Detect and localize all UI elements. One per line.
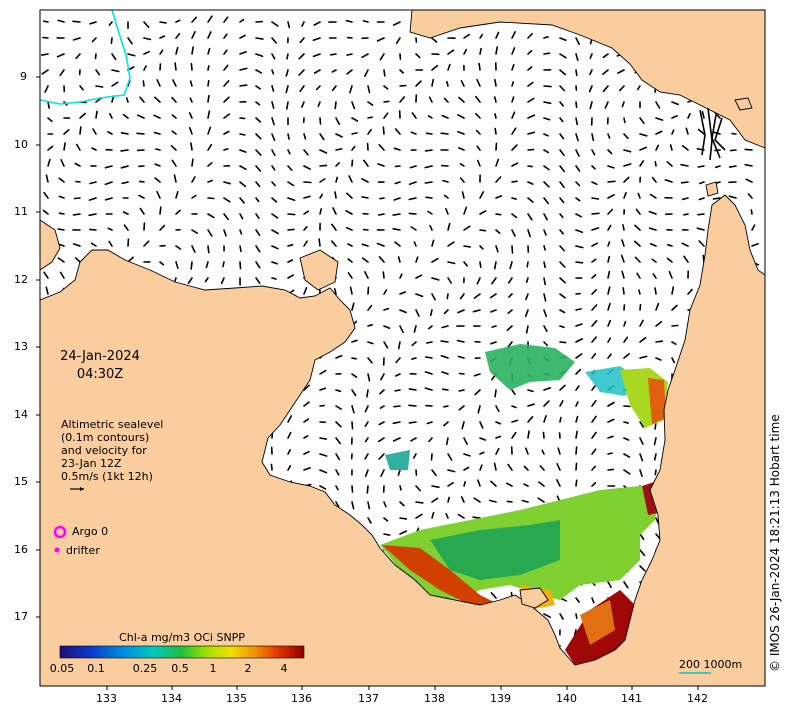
scale-label: 200 1000m (679, 658, 743, 671)
lat-label: 14 (14, 408, 28, 421)
colorbar-tick: 2 (244, 662, 252, 675)
lat-ticks (36, 76, 40, 618)
colorbar-tick: 0.25 (132, 662, 158, 675)
lon-label: 141 (621, 692, 642, 705)
colorbar-tick: 0.05 (49, 662, 75, 675)
info-line: and velocity for (61, 444, 147, 457)
lon-label: 140 (556, 692, 577, 705)
landmass-west-coast (40, 219, 61, 271)
velocity-scale-arrowhead (80, 487, 84, 491)
drifter-icon (54, 547, 60, 553)
island-groote (519, 587, 549, 609)
landmass-australia (40, 194, 765, 686)
chl-patch-southwest-hot (382, 545, 500, 605)
lat-label: 12 (14, 273, 28, 286)
velocity-info: Altimetric sealevel (0.1m contours) and … (61, 418, 163, 483)
info-line: Altimetric sealevel (61, 418, 164, 431)
lon-label: 139 (490, 692, 511, 705)
island-small-1 (705, 181, 719, 197)
sea-level-contour (39, 9, 131, 105)
lon-label: 133 (96, 692, 117, 705)
chl-patch-gulf-east-hot (648, 378, 666, 424)
credit-text: © IMOS 26-Jan-2024 18:21:13 Hobart time (768, 414, 782, 672)
chl-patch-north (485, 344, 575, 390)
colorbar-tick: 4 (280, 662, 288, 675)
argo-float-icon (53, 525, 67, 539)
colorbar-tick: 0.1 (87, 662, 105, 675)
island-small-2 (734, 97, 753, 111)
lon-ticks (106, 686, 699, 690)
map-time: 04:30Z (76, 367, 124, 382)
chl-patch-southeast-orange (580, 600, 615, 645)
lon-label: 136 (291, 692, 312, 705)
lon-label: 138 (424, 692, 445, 705)
lat-label: 17 (14, 610, 28, 623)
land (40, 10, 765, 686)
info-line: 23-Jan 12Z (61, 457, 122, 470)
lon-label: 137 (358, 692, 379, 705)
lat-label: 9 (20, 70, 27, 83)
chl-patch-south-green (430, 520, 560, 580)
lat-label: 10 (14, 138, 28, 151)
drifter-track (699, 107, 726, 161)
lat-label: 16 (14, 543, 28, 556)
lon-label: 134 (161, 692, 182, 705)
island-north (299, 249, 339, 291)
lon-label: 142 (687, 692, 708, 705)
chl-patch-mid-west (385, 450, 410, 470)
chlorophyll-patches (380, 344, 668, 665)
landmass-new-guinea (409, 10, 765, 149)
info-line: 0.5m/s (1kt 12h) (61, 470, 153, 483)
lat-label: 11 (14, 205, 28, 218)
colorbar-title: Chl-a mg/m3 OCi SNPP (119, 631, 245, 644)
colorbar (59, 645, 305, 659)
lon-label: 135 (226, 692, 247, 705)
drifter-label: drifter (66, 544, 100, 557)
argo-label: Argo 0 (72, 525, 109, 538)
colorbar-tick: 0.5 (171, 662, 189, 675)
map-date: 24-Jan-2024 (60, 349, 140, 364)
lat-label: 13 (14, 340, 28, 353)
lat-label: 15 (14, 475, 28, 488)
colorbar-tick: 1 (209, 662, 217, 675)
map-frame (39, 9, 766, 687)
info-line: (0.1m contours) (61, 431, 150, 444)
